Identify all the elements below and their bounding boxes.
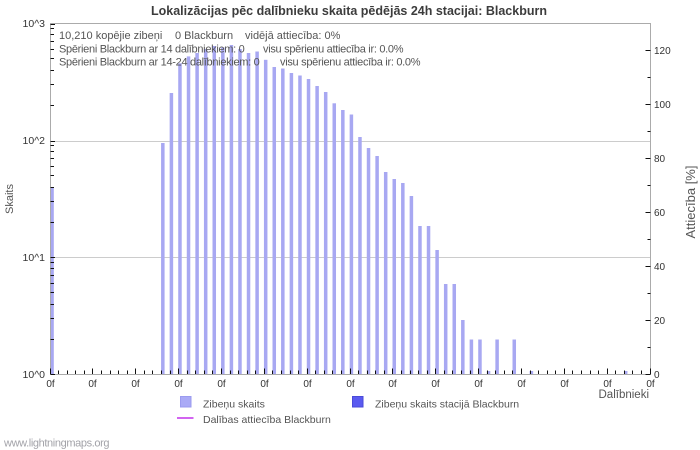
svg-text:10^3: 10^3 xyxy=(23,18,46,30)
svg-text:100: 100 xyxy=(654,100,671,111)
svg-text:0f: 0f xyxy=(174,379,183,390)
svg-text:0 Blackburn: 0 Blackburn xyxy=(175,30,233,42)
svg-text:0f: 0f xyxy=(88,379,97,390)
svg-text:0f: 0f xyxy=(217,379,226,390)
svg-text:0f: 0f xyxy=(474,379,483,390)
svg-text:0f: 0f xyxy=(388,379,397,390)
svg-text:0f: 0f xyxy=(646,379,655,390)
svg-text:10^0: 10^0 xyxy=(23,369,46,381)
svg-text:visu spērienu attiecība ir: 0.: visu spērienu attiecība ir: 0.0% xyxy=(280,57,421,69)
svg-text:40: 40 xyxy=(654,262,666,273)
svg-text:Spērieni Blackburn ar 14 dalīb: Spērieni Blackburn ar 14 dalībniekiem: 0 xyxy=(59,43,245,55)
svg-text:120: 120 xyxy=(654,46,671,57)
svg-text:Spērieni Blackburn ar 14-24 da: Spērieni Blackburn ar 14-24 dalībniekiem… xyxy=(59,57,260,69)
svg-text:Lokalizācijas pēc dalībnieku s: Lokalizācijas pēc dalībnieku skaita pēdē… xyxy=(151,4,547,18)
svg-text:Zibeņu skaits: Zibeņu skaits xyxy=(203,399,265,411)
svg-text:0f: 0f xyxy=(560,379,569,390)
svg-text:0f: 0f xyxy=(260,379,269,390)
svg-text:0f: 0f xyxy=(303,379,312,390)
svg-text:0f: 0f xyxy=(517,379,526,390)
svg-text:10^2: 10^2 xyxy=(23,135,46,147)
svg-text:60: 60 xyxy=(654,208,666,219)
svg-text:0f: 0f xyxy=(431,379,440,390)
svg-text:vidējā attiecība: 0%: vidējā attiecība: 0% xyxy=(245,30,341,42)
svg-text:visu spērienu attiecība ir: 0.: visu spērienu attiecība ir: 0.0% xyxy=(263,43,404,55)
svg-text:Zibeņu skaits stacijā Blackbur: Zibeņu skaits stacijā Blackburn xyxy=(375,399,519,411)
svg-text:0f: 0f xyxy=(346,379,355,390)
svg-text:10^1: 10^1 xyxy=(23,252,46,264)
svg-text:www.lightningmaps.org: www.lightningmaps.org xyxy=(3,438,109,450)
svg-text:Attiecība [%]: Attiecība [%] xyxy=(683,166,698,239)
svg-text:Dalības attiecība Blackburn: Dalības attiecība Blackburn xyxy=(203,414,331,426)
svg-text:Dalībnieki: Dalībnieki xyxy=(599,389,650,401)
svg-text:80: 80 xyxy=(654,154,666,165)
svg-text:0f: 0f xyxy=(131,379,140,390)
svg-text:0: 0 xyxy=(654,370,660,381)
svg-text:0f: 0f xyxy=(603,379,612,390)
svg-text:20: 20 xyxy=(654,316,666,327)
svg-text:10,210 kopējie zibeņi: 10,210 kopējie zibeņi xyxy=(59,30,162,42)
svg-text:Skaits: Skaits xyxy=(4,184,16,214)
svg-text:0f: 0f xyxy=(46,379,55,390)
